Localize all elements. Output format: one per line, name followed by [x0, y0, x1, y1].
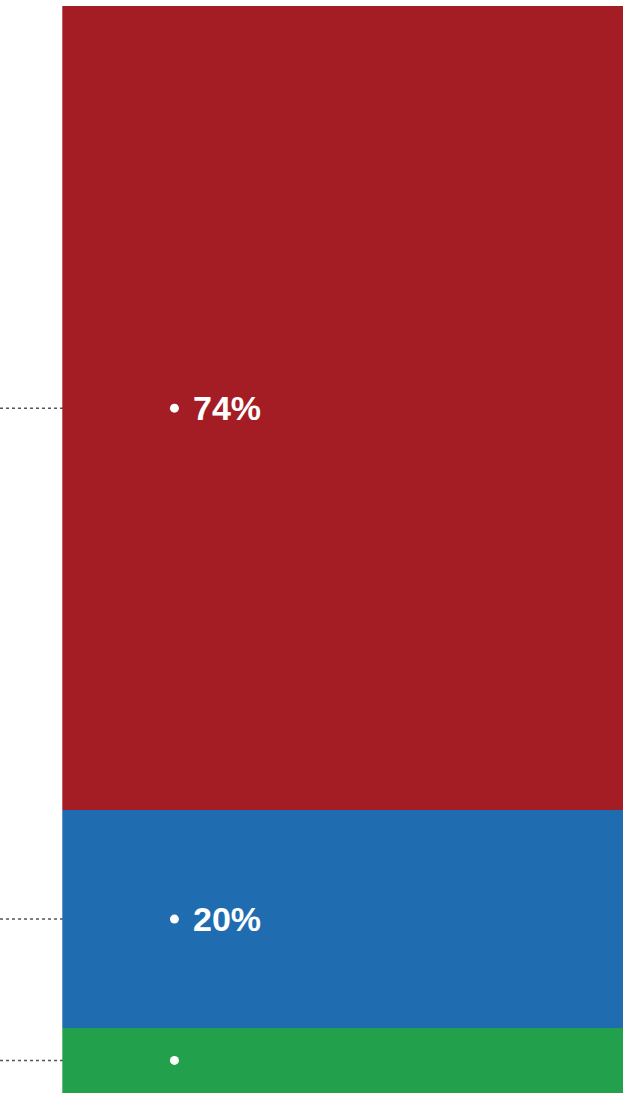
svg-text:20%: 20% [193, 900, 261, 938]
svg-text:74%: 74% [193, 389, 261, 427]
